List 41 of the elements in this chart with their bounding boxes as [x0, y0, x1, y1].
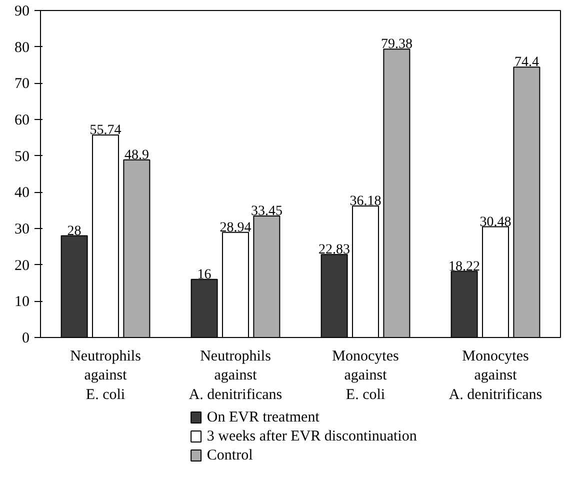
data-label: 28.94 — [220, 220, 252, 236]
y-tick-label: 80 — [14, 40, 30, 56]
y-tick-label: 50 — [14, 148, 30, 165]
bar — [482, 226, 509, 338]
y-tick-label: 20 — [14, 258, 30, 274]
data-label: 33.45 — [250, 204, 282, 219]
bar — [253, 215, 280, 338]
data-label: 74.4 — [514, 55, 539, 70]
y-tick-label: 60 — [14, 112, 30, 128]
y-tick-label: 70 — [14, 76, 30, 92]
x-tick-label: Monocytes against E. coli — [332, 348, 399, 403]
data-label: 36.18 — [350, 194, 382, 210]
data-label: 30.48 — [480, 214, 512, 230]
y-tick-label: 40 — [14, 185, 30, 202]
data-label: 55.74 — [90, 122, 122, 138]
bar — [190, 278, 218, 338]
bar — [320, 254, 348, 338]
data-label: 22.83 — [318, 242, 350, 258]
data-label: 18.22 — [448, 259, 480, 274]
x-tick-label: Neutrophils against A. denitrificans — [188, 348, 282, 403]
x-tick-label: Neutrophils against E. coli — [70, 348, 142, 403]
legend-label: 3 weeks after EVR discontinuation — [206, 428, 418, 444]
data-label: 16 — [197, 267, 212, 282]
bar — [222, 232, 249, 338]
y-tick-label: 10 — [14, 294, 30, 310]
legend-label: On EVR treatment — [206, 410, 320, 426]
bar — [60, 235, 88, 338]
y-tick-label: 0 — [22, 330, 30, 346]
y-tick-label: 30 — [14, 222, 30, 238]
bar — [513, 66, 540, 338]
bar — [383, 48, 410, 338]
x-tick-label: Monocytes against A. denitrificans — [448, 348, 542, 403]
bar — [92, 134, 119, 338]
data-label: 28 — [67, 224, 82, 239]
bar — [450, 270, 478, 338]
bar — [352, 206, 379, 338]
y-tick-label: 90 — [14, 4, 30, 20]
data-label: 79.38 — [380, 37, 412, 52]
data-label: 48.9 — [124, 148, 149, 163]
legend-label: Control — [206, 448, 253, 464]
bar — [123, 159, 150, 338]
